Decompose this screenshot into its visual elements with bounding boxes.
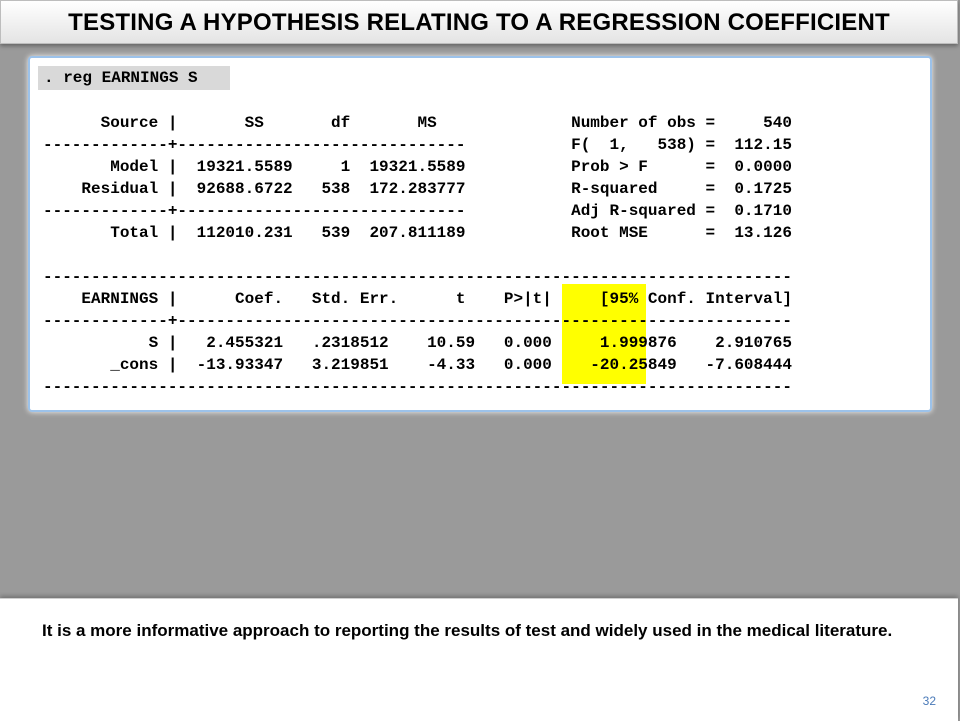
slide-title: TESTING A HYPOTHESIS RELATING TO A REGRE… <box>68 9 890 36</box>
coef-table-separator-row: -------------+--------------------------… <box>43 312 792 330</box>
coef-row-s: S | 2.455321 .2318512 10.59 0.000 1.9998… <box>43 334 792 352</box>
coef-table-header-row: EARNINGS | Coef. Std. Err. t P>|t| [95% … <box>43 290 792 308</box>
stata-command: . reg EARNINGS S <box>38 66 230 90</box>
anova-model-row: Model | 19321.5589 1 19321.5589 Prob > F… <box>43 158 792 176</box>
coef-table-bottom-rule: ----------------------------------------… <box>43 378 792 396</box>
footer-area <box>0 598 958 721</box>
page-number: 32 <box>922 694 936 708</box>
anova-header-row: Source | SS df MS Number of obs = 540 <box>43 114 792 132</box>
anova-separator-row: -------------+--------------------------… <box>43 202 792 220</box>
p-value-highlight <box>562 284 646 384</box>
anova-total-row: Total | 112010.231 539 207.811189 Root M… <box>43 224 792 242</box>
anova-residual-row: Residual | 92688.6722 538 172.283777 R-s… <box>43 180 792 198</box>
coef-table-top-rule: ----------------------------------------… <box>43 268 792 286</box>
coef-row-cons: _cons | -13.93347 3.219851 -4.33 0.000 -… <box>43 356 792 374</box>
anova-separator-row: -------------+--------------------------… <box>43 136 792 154</box>
footer-text: It is a more informative approach to rep… <box>42 621 893 640</box>
title-bar: TESTING A HYPOTHESIS RELATING TO A REGRE… <box>0 0 958 44</box>
regression-output-panel <box>28 56 932 412</box>
